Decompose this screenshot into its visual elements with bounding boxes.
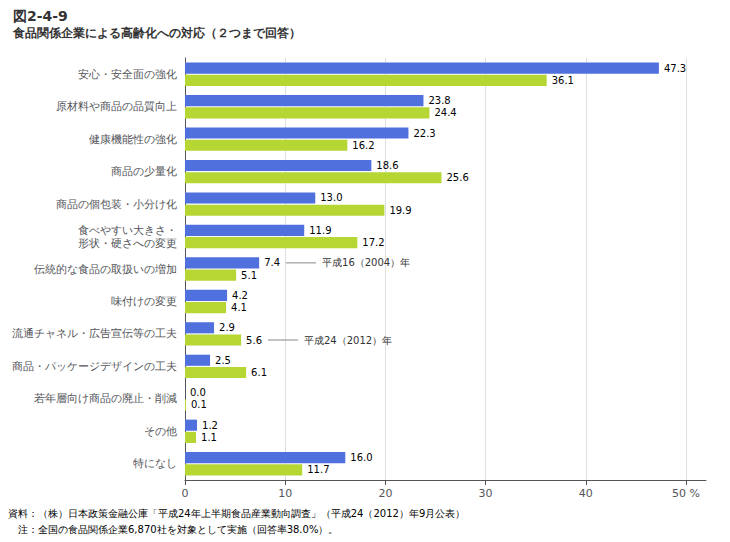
- svg-text:23.8: 23.8: [428, 95, 450, 106]
- svg-text:食べやすい大きさ・: 食べやすい大きさ・: [78, 224, 177, 237]
- svg-text:1.1: 1.1: [201, 432, 217, 443]
- svg-text:18.6: 18.6: [376, 160, 398, 171]
- svg-text:食品関係企業による高齢化への対応（２つまで回答）: 食品関係企業による高齢化への対応（２つまで回答）: [12, 26, 301, 40]
- svg-text:4.1: 4.1: [231, 302, 247, 313]
- svg-text:40: 40: [579, 487, 593, 500]
- svg-text:6.1: 6.1: [251, 367, 267, 378]
- svg-text:30: 30: [479, 487, 493, 500]
- svg-text:4.2: 4.2: [232, 290, 248, 301]
- svg-text:若年層向け商品の廃止・削減: 若年層向け商品の廃止・削減: [34, 392, 177, 405]
- svg-text:商品の少量化: 商品の少量化: [111, 165, 177, 178]
- svg-text:安心・安全面の強化: 安心・安全面の強化: [78, 68, 177, 81]
- svg-text:11.9: 11.9: [309, 225, 331, 236]
- svg-text:原材料や商品の品質向上: 原材料や商品の品質向上: [56, 100, 177, 113]
- svg-text:2.5: 2.5: [215, 355, 231, 366]
- svg-text:平成16（2004）年: 平成16（2004）年: [322, 257, 410, 268]
- svg-text:5.1: 5.1: [241, 270, 257, 281]
- svg-text:0: 0: [182, 487, 189, 500]
- svg-text:その他: その他: [144, 425, 177, 438]
- svg-text:注：全国の食品関係企業6,870社を対象として実施（回答率3: 注：全国の食品関係企業6,870社を対象として実施（回答率38.0%）。: [8, 524, 338, 535]
- svg-text:0.0: 0.0: [190, 387, 206, 398]
- svg-text:5.6: 5.6: [246, 335, 262, 346]
- svg-text:商品・パッケージデザインの工夫: 商品・パッケージデザインの工夫: [12, 360, 177, 373]
- svg-text:50 %: 50 %: [672, 487, 700, 500]
- svg-text:10: 10: [278, 487, 292, 500]
- svg-text:図2-4-9: 図2-4-9: [13, 8, 68, 24]
- svg-text:20: 20: [378, 487, 392, 500]
- svg-text:7.4: 7.4: [264, 257, 280, 268]
- svg-text:17.2: 17.2: [362, 237, 384, 248]
- svg-text:36.1: 36.1: [552, 75, 574, 86]
- svg-text:0.1: 0.1: [191, 399, 207, 410]
- svg-text:健康機能性の強化: 健康機能性の強化: [89, 133, 177, 146]
- svg-text:形状・硬さへの変更: 形状・硬さへの変更: [78, 237, 177, 250]
- svg-text:25.6: 25.6: [446, 172, 468, 183]
- svg-text:2.9: 2.9: [219, 322, 235, 333]
- svg-text:16.2: 16.2: [352, 140, 374, 151]
- svg-text:16.0: 16.0: [350, 452, 372, 463]
- svg-text:22.3: 22.3: [413, 128, 435, 139]
- svg-text:特になし: 特になし: [133, 457, 177, 470]
- svg-text:19.9: 19.9: [389, 205, 411, 216]
- svg-text:24.4: 24.4: [434, 107, 456, 118]
- svg-text:13.0: 13.0: [320, 192, 342, 203]
- svg-text:伝統的な食品の取扱いの増加: 伝統的な食品の取扱いの増加: [34, 263, 177, 276]
- svg-text:商品の個包装・小分け化: 商品の個包装・小分け化: [56, 198, 177, 211]
- svg-text:11.7: 11.7: [307, 464, 329, 475]
- svg-text:47.3: 47.3: [664, 63, 686, 74]
- svg-text:流通チャネル・広告宣伝等の工夫: 流通チャネル・広告宣伝等の工夫: [12, 327, 177, 340]
- svg-text:平成24（2012）年: 平成24（2012）年: [304, 335, 392, 346]
- svg-text:味付けの変更: 味付けの変更: [111, 295, 177, 308]
- svg-text:資料：（株）日本政策金融公庫「平成24年上半期食品産業動向調: 資料：（株）日本政策金融公庫「平成24年上半期食品産業動向調査」（平成24（20…: [8, 508, 465, 519]
- svg-text:1.2: 1.2: [202, 420, 218, 431]
